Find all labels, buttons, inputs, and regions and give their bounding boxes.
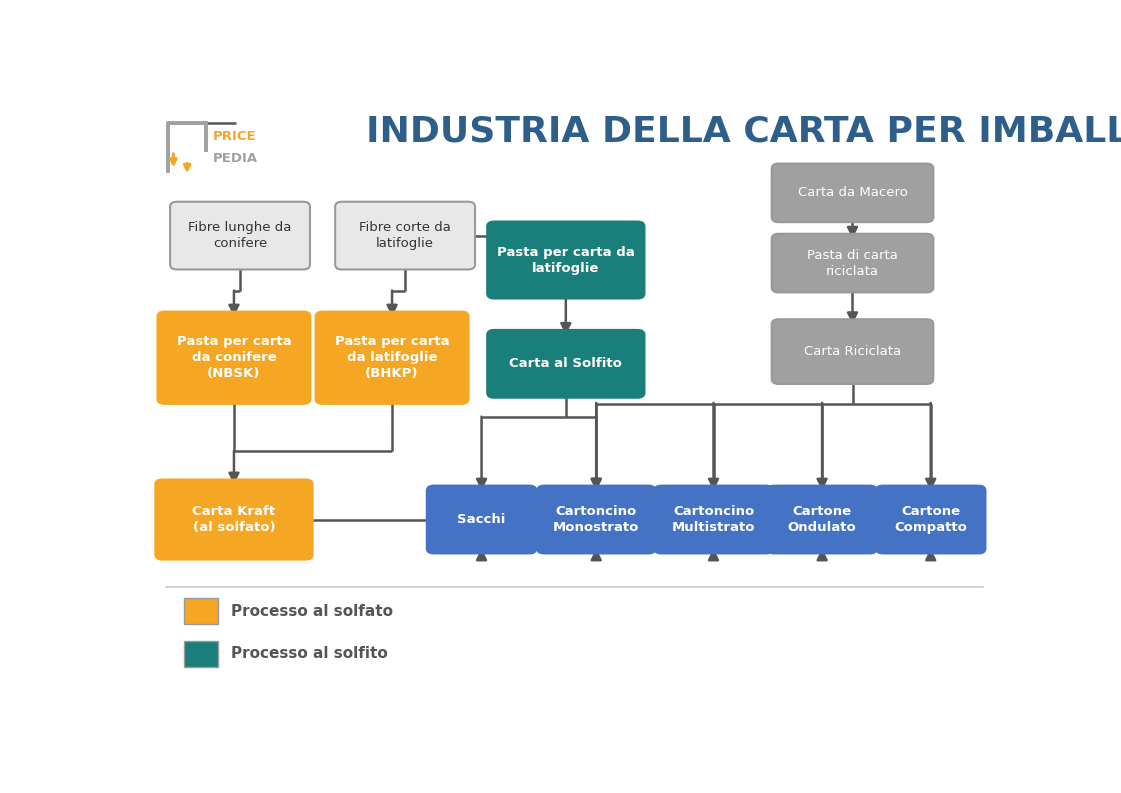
Text: Pasta di carta
riciclata: Pasta di carta riciclata — [807, 248, 898, 278]
FancyBboxPatch shape — [876, 485, 985, 554]
FancyBboxPatch shape — [157, 312, 311, 404]
FancyBboxPatch shape — [335, 201, 475, 270]
Text: Carta al Solfito: Carta al Solfito — [509, 358, 622, 370]
FancyBboxPatch shape — [771, 234, 934, 293]
FancyBboxPatch shape — [316, 312, 469, 404]
Text: Pasta per carta
da conifere
(NBSK): Pasta per carta da conifere (NBSK) — [177, 335, 291, 380]
Text: Processo al solfato: Processo al solfato — [231, 603, 393, 619]
FancyBboxPatch shape — [184, 641, 219, 667]
FancyBboxPatch shape — [771, 163, 934, 222]
FancyBboxPatch shape — [768, 485, 877, 554]
Text: Carta Kraft
(al solfato): Carta Kraft (al solfato) — [193, 505, 276, 534]
FancyBboxPatch shape — [488, 221, 645, 298]
Text: Carta da Macero: Carta da Macero — [797, 186, 908, 199]
FancyBboxPatch shape — [771, 320, 934, 384]
FancyBboxPatch shape — [184, 598, 219, 624]
FancyBboxPatch shape — [170, 201, 311, 270]
Text: Cartone
Compatto: Cartone Compatto — [895, 505, 967, 534]
FancyBboxPatch shape — [488, 330, 645, 398]
Text: Processo al solfito: Processo al solfito — [231, 646, 388, 661]
FancyBboxPatch shape — [156, 480, 313, 560]
FancyBboxPatch shape — [427, 485, 536, 554]
Text: Pasta per carta da
latifoglie: Pasta per carta da latifoglie — [497, 246, 634, 274]
Text: Pasta per carta
da latifoglie
(BHKP): Pasta per carta da latifoglie (BHKP) — [335, 335, 450, 380]
Text: INDUSTRIA DELLA CARTA PER IMBALLAGGI: INDUSTRIA DELLA CARTA PER IMBALLAGGI — [365, 115, 1121, 149]
Text: Cartoncino
Multistrato: Cartoncino Multistrato — [671, 505, 756, 534]
Text: Cartone
Ondulato: Cartone Ondulato — [788, 505, 856, 534]
Text: Fibre lunghe da
conifere: Fibre lunghe da conifere — [188, 221, 291, 250]
Text: Fibre corte da
latifoglie: Fibre corte da latifoglie — [359, 221, 451, 250]
Text: PEDIA: PEDIA — [212, 151, 258, 164]
Text: Cartoncino
Monostrato: Cartoncino Monostrato — [553, 505, 639, 534]
Text: Sacchi: Sacchi — [457, 513, 506, 526]
Text: PRICE: PRICE — [212, 130, 256, 144]
FancyBboxPatch shape — [537, 485, 656, 554]
FancyBboxPatch shape — [655, 485, 772, 554]
Text: Carta Riciclata: Carta Riciclata — [804, 345, 901, 358]
